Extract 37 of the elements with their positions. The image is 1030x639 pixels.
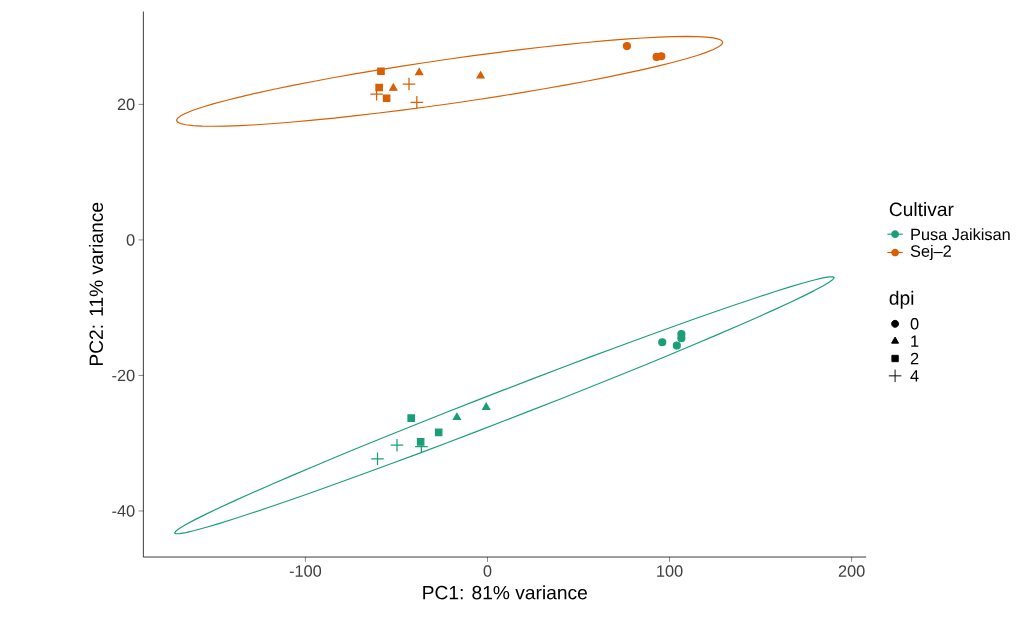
legend-title: Cultivar: [889, 202, 954, 217]
legend-label: 1: [911, 335, 919, 347]
point: [622, 42, 632, 51]
x-axis-title: PC1: 81% variance: [423, 585, 587, 600]
legend-label: Pusa Jaikisan: [911, 228, 1010, 241]
point: [452, 412, 462, 421]
y-tick-label: 20: [117, 98, 135, 111]
x-tick-label: 0: [483, 565, 492, 577]
point: [382, 94, 391, 103]
point: [677, 334, 686, 343]
point: [415, 67, 424, 76]
x-tick-label: -100: [289, 565, 322, 577]
point: [658, 338, 667, 347]
point: [657, 52, 666, 61]
y-tick-label: -40: [112, 505, 135, 517]
point: [402, 77, 416, 91]
point: [672, 341, 681, 350]
y-tick-label: 0: [126, 234, 135, 246]
point: [476, 71, 485, 79]
point: [377, 67, 385, 76]
point: [409, 95, 424, 110]
legend-label: 0: [910, 318, 919, 330]
point: [370, 451, 385, 466]
point: [407, 414, 415, 422]
legend-label: 2: [910, 352, 919, 365]
y-axis-title: PC2: 11% variance: [88, 202, 104, 366]
point: [434, 428, 443, 437]
text: dpi: [889, 290, 914, 309]
point: [375, 83, 383, 92]
legend-label: 4: [910, 370, 919, 382]
point: [389, 83, 398, 91]
x-tick-label: 100: [657, 565, 683, 577]
x-tick-label: 200: [838, 565, 865, 577]
y-tick-label: -20: [112, 369, 135, 382]
legend-label: Sej–2: [910, 244, 951, 261]
point: [482, 402, 491, 410]
point: [390, 438, 404, 453]
